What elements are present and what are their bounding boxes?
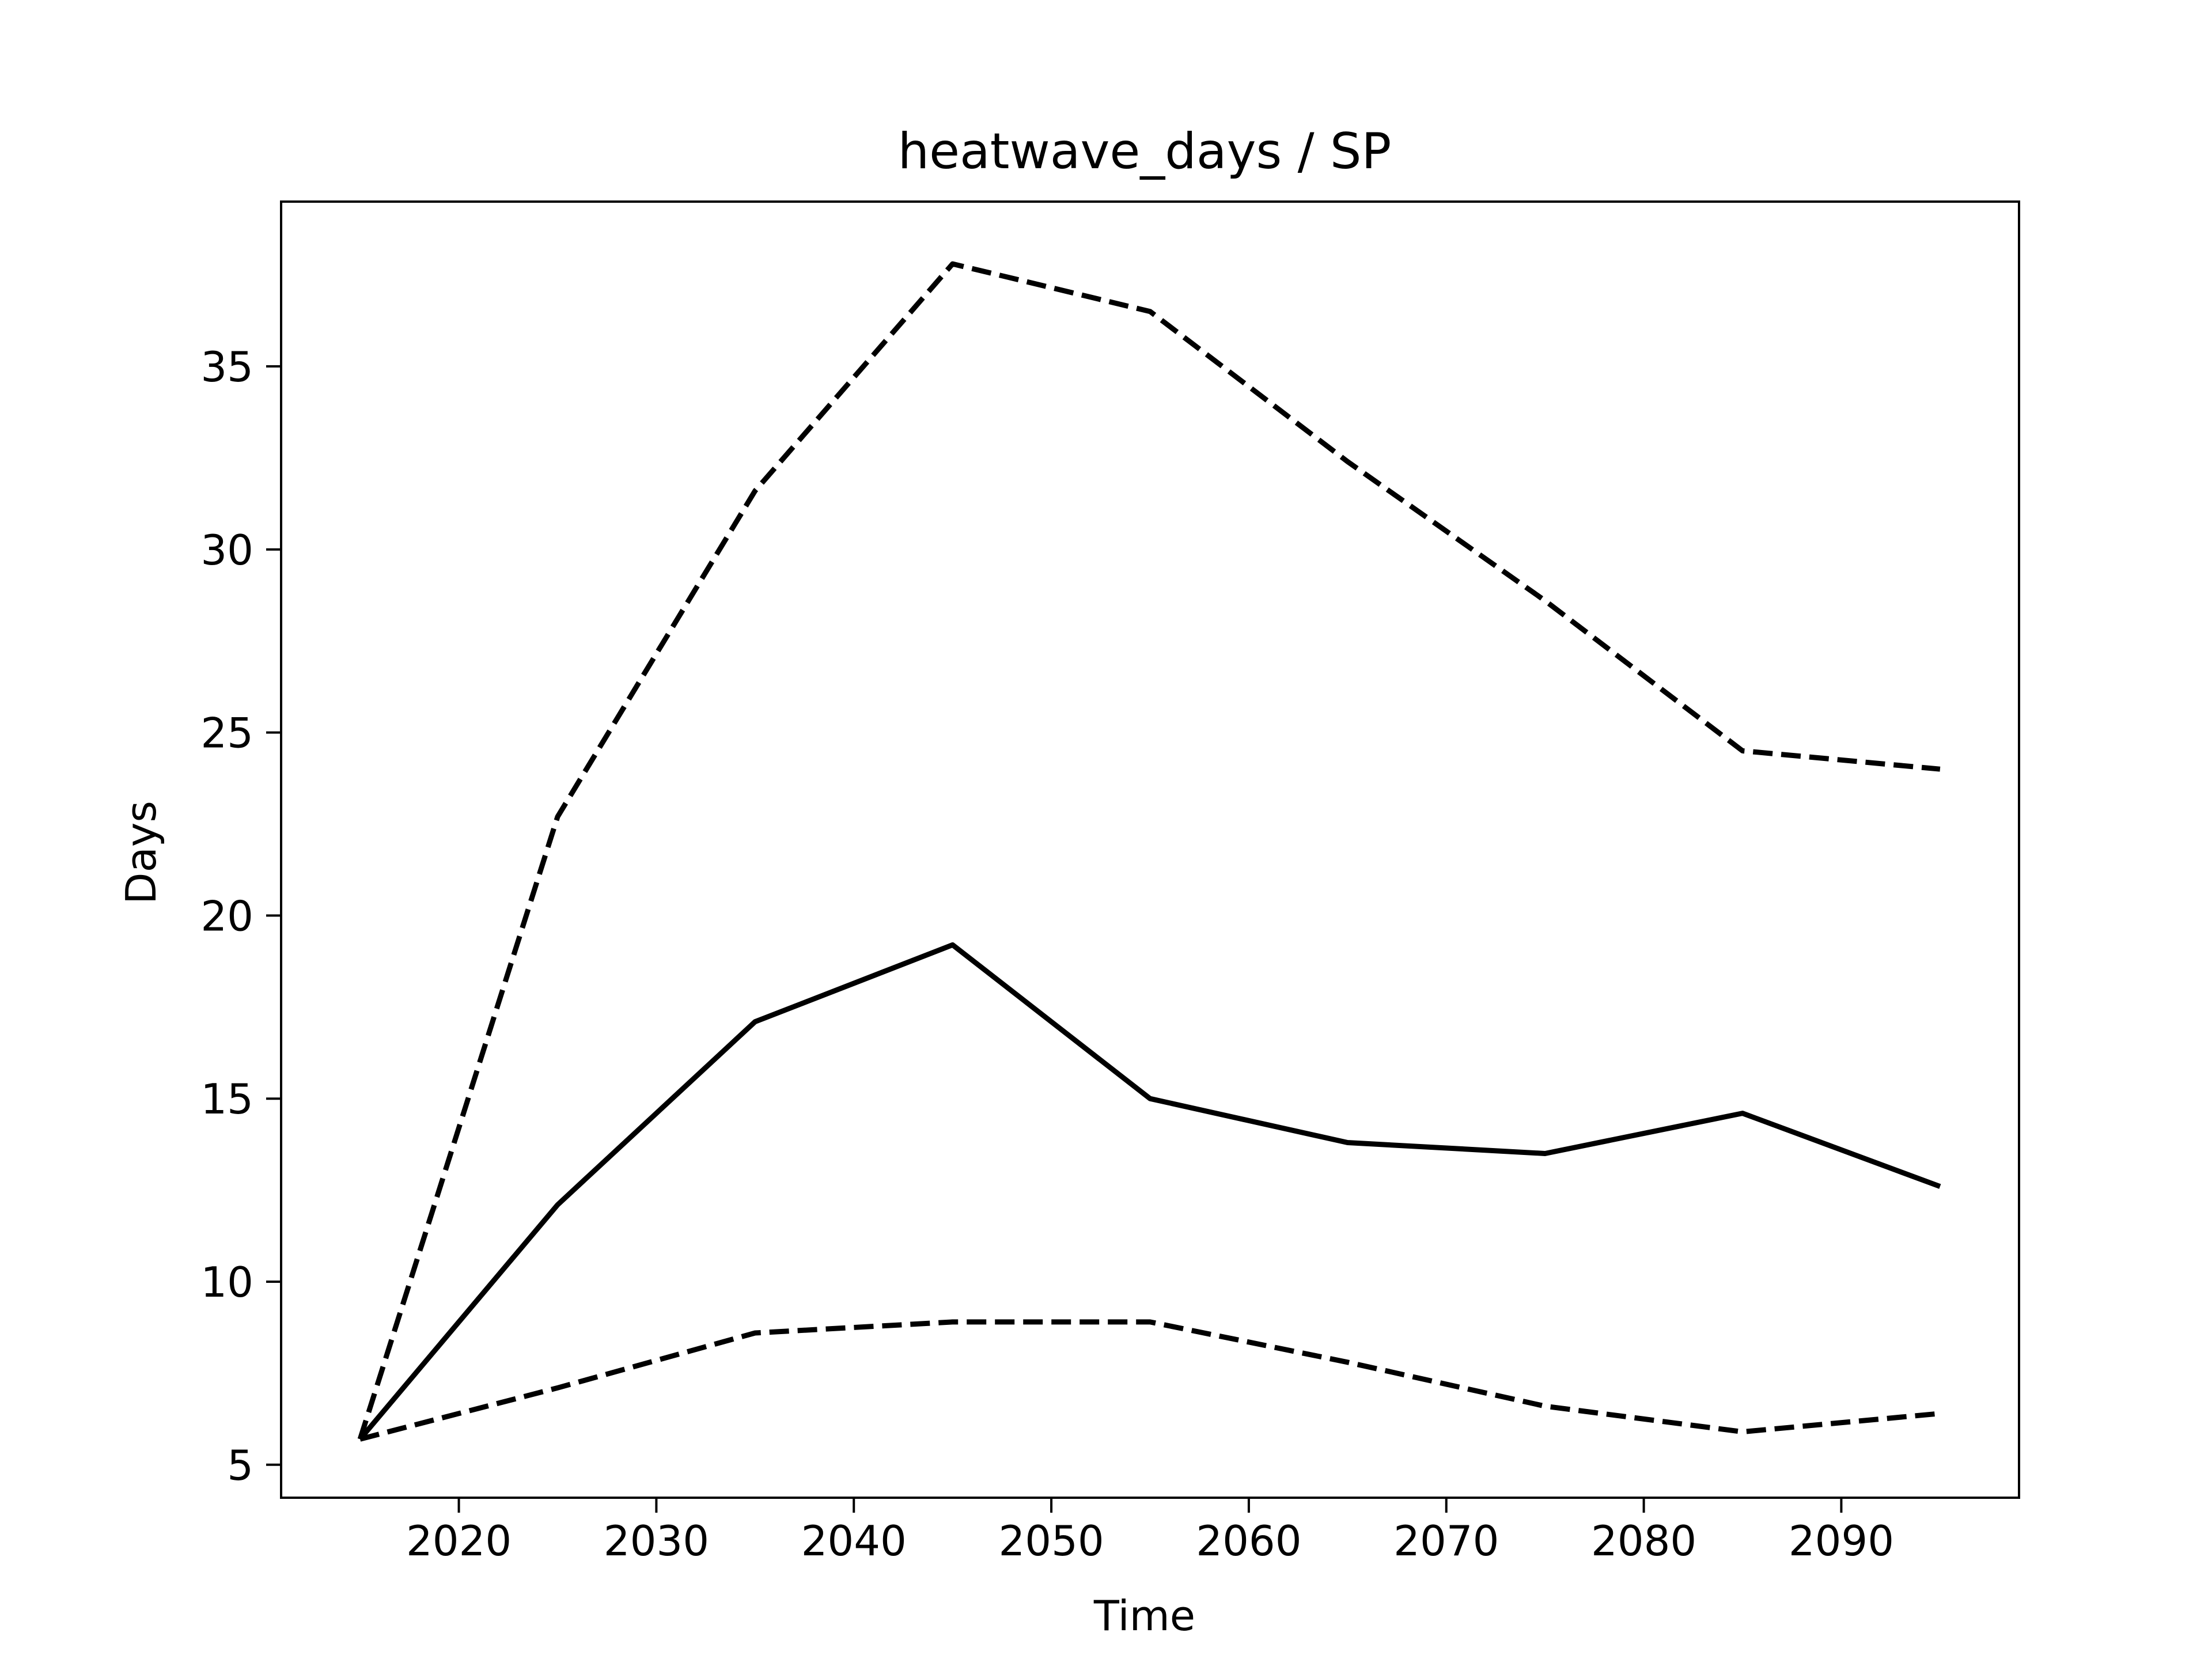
series-layer [357, 261, 1941, 1442]
y-axis: 5 10 15 20 25 30 35 [200, 343, 281, 1490]
x-tick-label: 2050 [998, 1517, 1104, 1565]
x-tick-label: 2040 [801, 1517, 907, 1565]
y-tick-label: 25 [200, 709, 253, 757]
y-tick-label: 15 [200, 1075, 253, 1123]
y-tick-label: 20 [200, 892, 253, 940]
x-tick-label: 2070 [1393, 1517, 1499, 1565]
y-axis-label: Days [117, 801, 165, 904]
chart-title: heatwave_days / SP [898, 123, 1392, 180]
x-tick-label: 2060 [1196, 1517, 1301, 1565]
plot-frame [280, 200, 2020, 1499]
solid-series-line-0 [358, 942, 1941, 1441]
x-tick-label: 2090 [1789, 1517, 1894, 1565]
dashed-series-line-1 [357, 261, 1941, 1440]
dashed-series-line-2 [359, 1319, 1941, 1442]
x-axis-label: Time [1093, 1592, 1195, 1640]
x-tick-label: 2020 [406, 1517, 512, 1565]
y-tick-label: 35 [200, 343, 253, 391]
x-axis: 2020 2030 2040 2050 2060 2070 2080 2090 [406, 1498, 1894, 1565]
y-tick-label: 30 [200, 526, 253, 574]
x-tick-label: 2030 [604, 1517, 709, 1565]
y-tick-label: 5 [227, 1441, 253, 1490]
x-tick-label: 2080 [1591, 1517, 1696, 1565]
y-tick-label: 10 [200, 1258, 253, 1306]
